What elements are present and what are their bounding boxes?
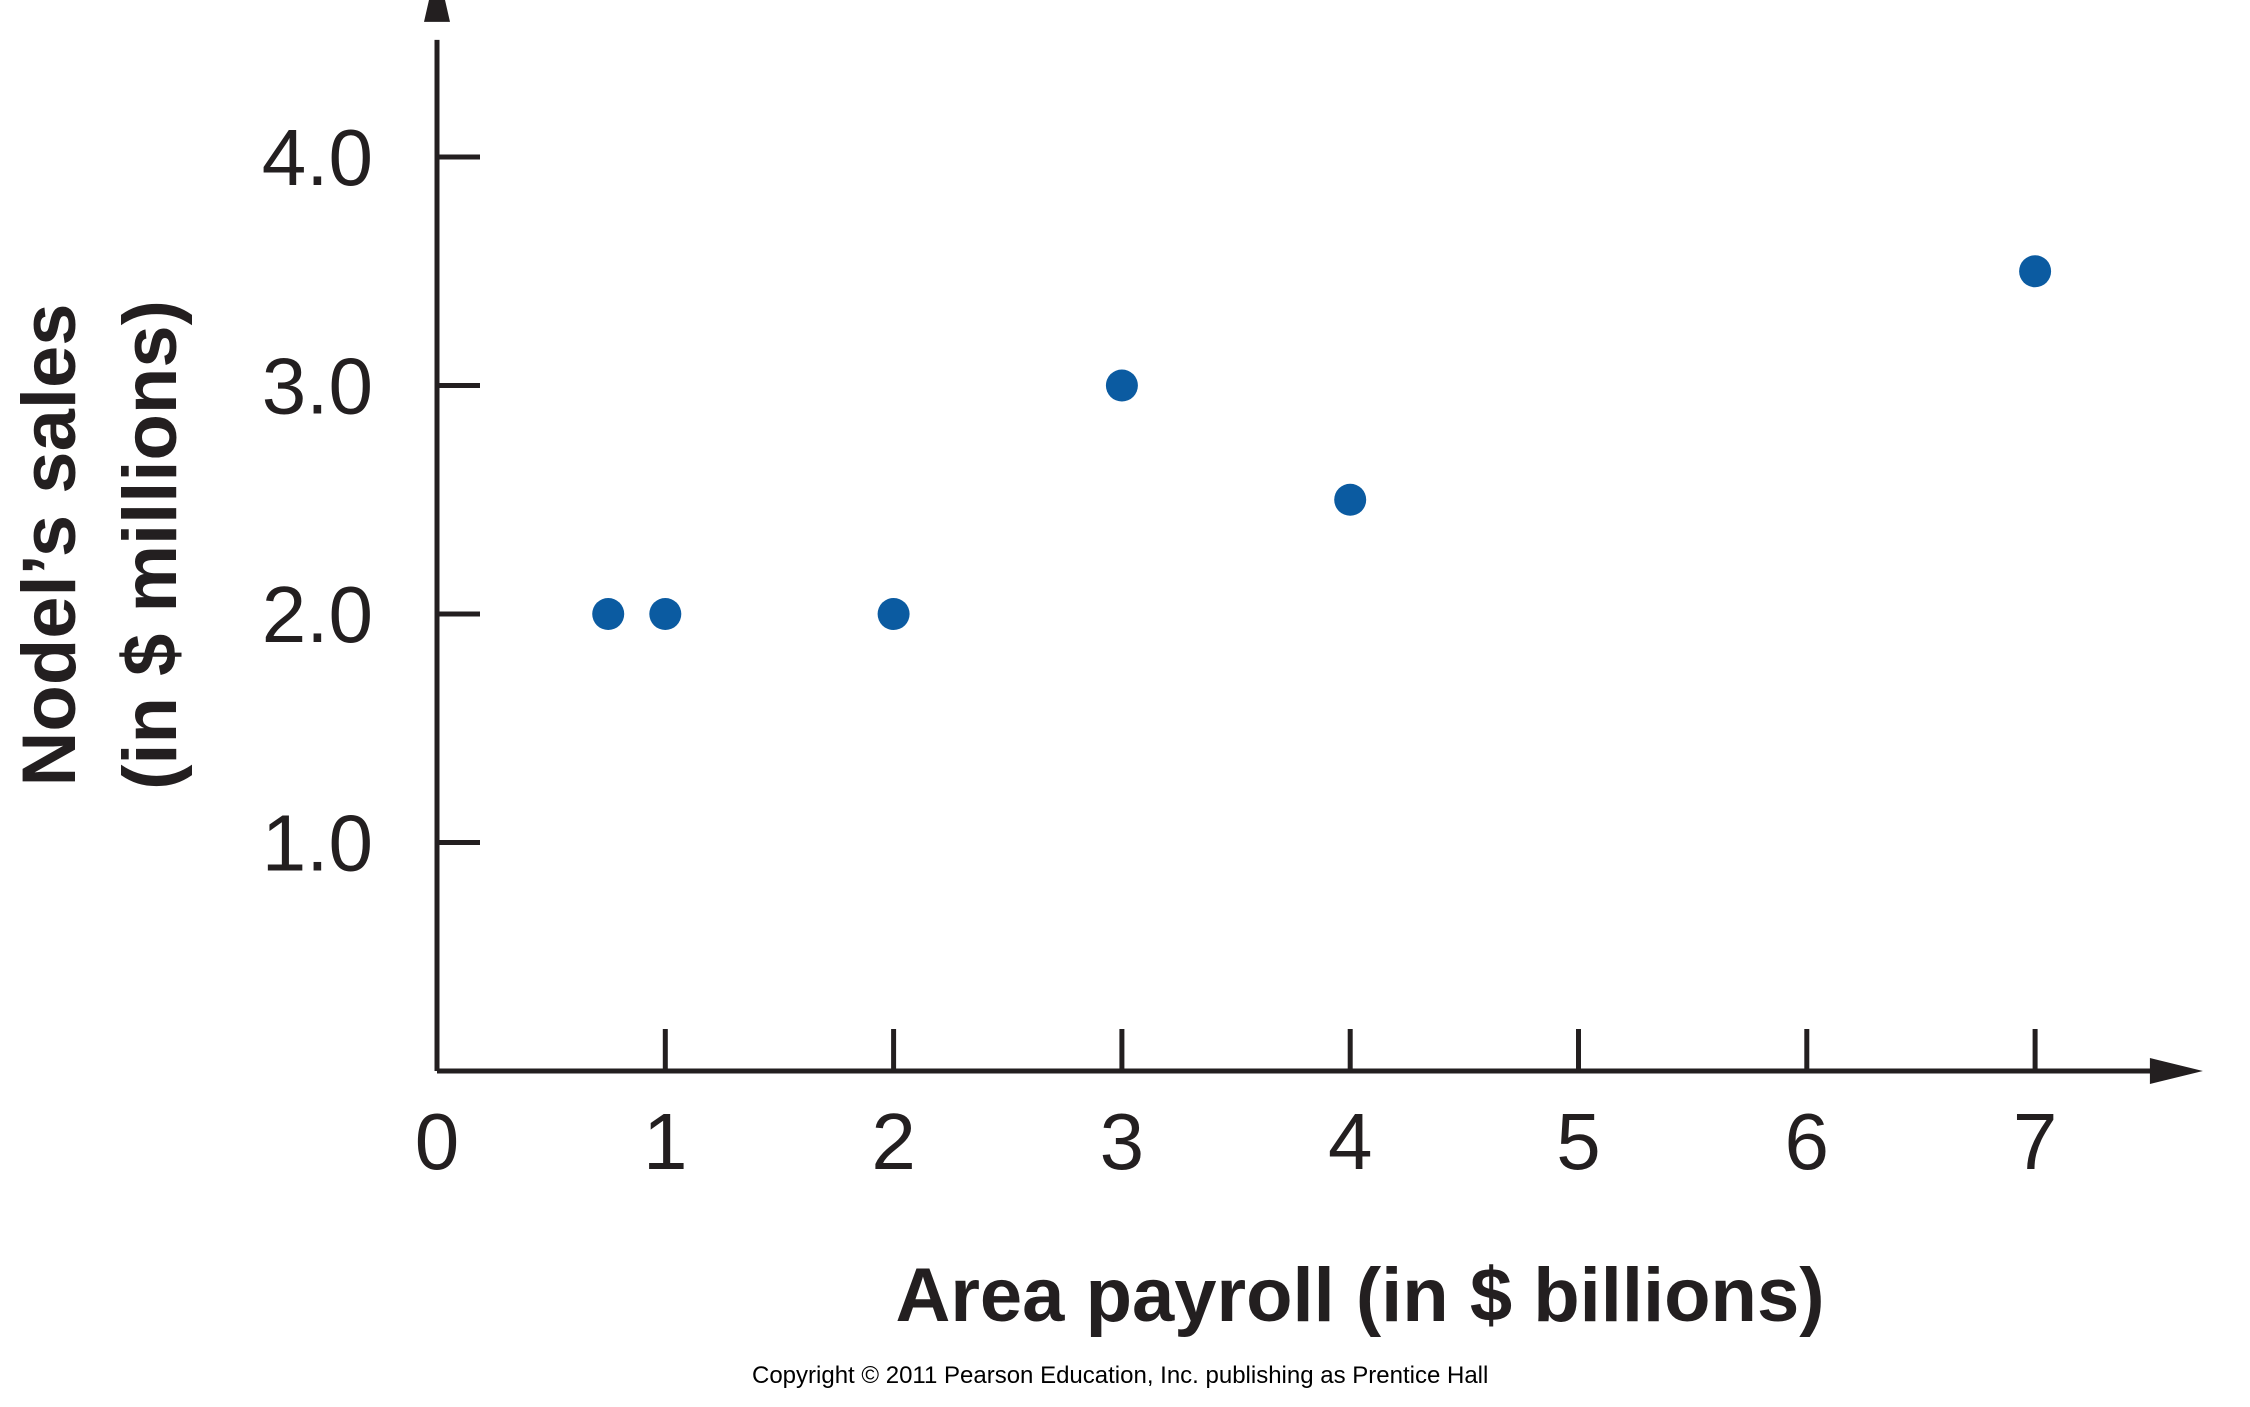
x-tick-label: 4 — [1328, 1097, 1373, 1186]
y-axis-ticks: 1.0 2.0 3.0 4.0 — [262, 113, 480, 888]
y-tick-label: 1.0 — [262, 799, 373, 888]
data-point — [1334, 483, 1367, 516]
x-tick-label: 6 — [1785, 1097, 1830, 1186]
data-points — [592, 255, 2052, 630]
y-axis-arrow — [424, 0, 450, 22]
x-tick-label: 3 — [1100, 1097, 1145, 1186]
x-tick-label: 2 — [871, 1097, 916, 1186]
x-tick-label: 1 — [643, 1097, 688, 1186]
data-point — [649, 598, 682, 630]
x-tick-label: 7 — [2013, 1097, 2058, 1186]
y-tick-label: 3.0 — [262, 342, 373, 431]
y-axis-title-line2: (in $ millions) — [108, 300, 193, 790]
x-axis-ticks: 0 1 2 3 4 5 6 7 — [415, 1029, 2058, 1186]
x-axis-arrow — [2149, 1058, 2203, 1084]
copyright-notice: Copyright © 2011 Pearson Education, Inc.… — [752, 1362, 1488, 1389]
y-axis-title-line1: Nodel’s sales — [7, 304, 92, 787]
data-point — [592, 598, 625, 630]
data-point — [877, 598, 910, 630]
data-point — [1105, 369, 1138, 402]
data-point — [2019, 255, 2052, 288]
y-tick-label: 4.0 — [262, 113, 373, 202]
x-tick-label: 0 — [415, 1097, 460, 1186]
y-tick-label: 2.0 — [262, 570, 373, 659]
axes — [424, 0, 2203, 1084]
x-tick-label: 5 — [1556, 1097, 1601, 1186]
x-axis-title: Area payroll (in $ billions) — [895, 1253, 1824, 1338]
